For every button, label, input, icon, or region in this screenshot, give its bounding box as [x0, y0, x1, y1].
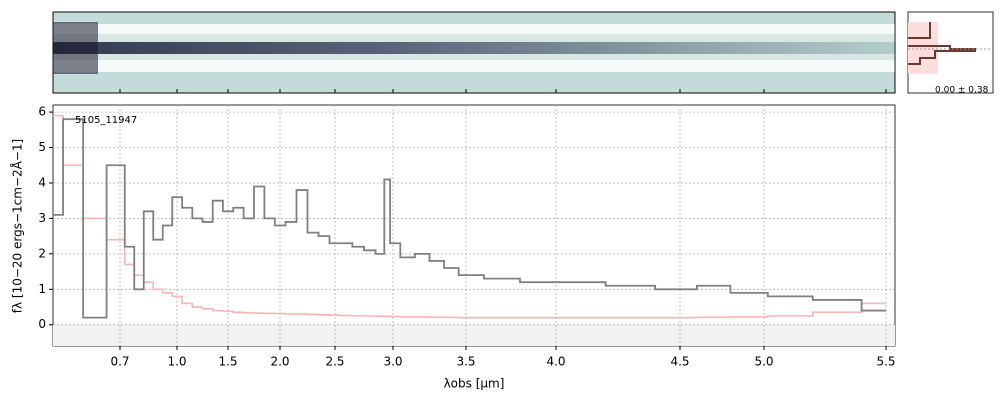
- y-tick-label: 2: [38, 246, 46, 260]
- x-tick-label: 2.5: [325, 355, 344, 369]
- x-tick-label: 3.5: [456, 355, 475, 369]
- profile-panel: [907, 11, 994, 94]
- y-tick-label: 6: [38, 105, 46, 119]
- spectrum-line: [53, 118, 886, 319]
- x-tick-label: 5.5: [876, 355, 895, 369]
- y-tick-label: 5: [38, 140, 46, 154]
- spectrum-line: [53, 114, 886, 319]
- plot-frame: [52, 104, 896, 347]
- x-tick-label: 3.0: [383, 355, 402, 369]
- y-tick-label: 3: [38, 211, 46, 225]
- zero-band: [53, 324, 895, 346]
- plot-area: [53, 105, 895, 346]
- x-tick-label: 2.0: [270, 355, 289, 369]
- x-tick-label: 5.0: [754, 355, 773, 369]
- spectrum-2d-panel: [52, 11, 896, 94]
- x-tick-label: 1.5: [218, 355, 237, 369]
- y-tick-label: 1: [38, 282, 46, 296]
- x-tick-label: 4.5: [670, 355, 689, 369]
- x-axis-label: λobs [μm]: [444, 377, 505, 391]
- y-axis-label: fλ [10−20 ergs−1cm−2Å−1]: [10, 139, 25, 313]
- object-id: 5105_11947: [75, 115, 137, 126]
- y-tick-label: 0: [38, 317, 46, 331]
- x-tick-label: 1.0: [167, 355, 186, 369]
- profile-stat: 0.00 ± 0.38: [935, 86, 989, 96]
- x-tick-label: 0.7: [110, 355, 129, 369]
- y-tick-label: 4: [38, 175, 46, 189]
- x-tick-label: 4.0: [546, 355, 565, 369]
